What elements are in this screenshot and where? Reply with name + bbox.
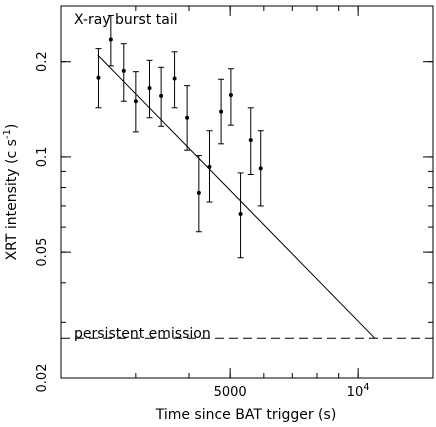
y-tick-label: 0.05 xyxy=(35,238,50,267)
y-axis-label-close: ) xyxy=(4,124,20,129)
data-point xyxy=(207,164,212,169)
data-marks xyxy=(61,14,433,339)
y-tick-label: 0.02 xyxy=(35,364,50,393)
x-axis-label: Time since BAT trigger (s) xyxy=(155,407,337,423)
data-point xyxy=(248,138,253,143)
y-tick-label: 0.2 xyxy=(35,51,50,72)
persistent-emission-label: persistent emission xyxy=(74,326,211,342)
burst-tail-label: X-ray burst tail xyxy=(74,12,178,28)
data-point xyxy=(121,68,126,73)
data-point xyxy=(108,37,113,42)
data-point xyxy=(172,76,177,81)
axis-ticks xyxy=(60,5,433,379)
decay-model-line xyxy=(97,54,376,339)
x-tick-label-base: 5000 xyxy=(214,385,247,400)
tick-labels: 0.02 0.05 0.1 0.2 5000 104 xyxy=(35,51,370,400)
data-point xyxy=(185,115,190,120)
data-point xyxy=(159,93,164,98)
data-point xyxy=(96,75,101,80)
y-tick-label: 0.1 xyxy=(35,147,50,168)
y-axis-label: XRT intensity (c s-1) xyxy=(2,124,20,261)
x-tick-label-exp: 4 xyxy=(363,382,369,393)
y-axis-label-exp: -1 xyxy=(2,129,13,139)
x-tick-label-base: 10 xyxy=(347,385,364,400)
data-point xyxy=(219,109,224,114)
data-point xyxy=(147,86,152,91)
y-axis-label-main: XRT intensity (c s xyxy=(4,139,20,260)
x-tick-label: 104 xyxy=(347,382,370,400)
data-point xyxy=(228,92,233,97)
data-point xyxy=(238,211,243,216)
data-point xyxy=(196,190,201,195)
plot-frame xyxy=(60,5,434,379)
data-point xyxy=(133,99,138,104)
data-point xyxy=(258,166,263,171)
x-tick-label: 5000 xyxy=(214,385,247,400)
